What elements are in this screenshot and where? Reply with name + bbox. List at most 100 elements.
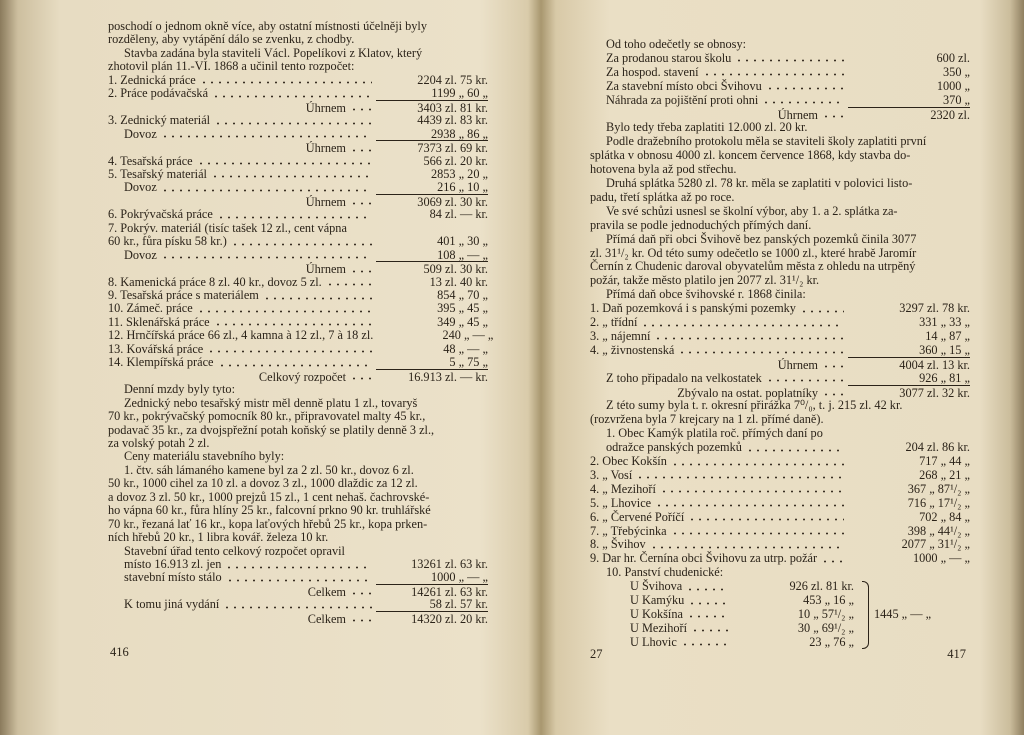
spacer bbox=[594, 115, 774, 118]
dot-leader bbox=[641, 323, 844, 327]
item-label: 3. Zednický materiál bbox=[108, 113, 211, 128]
dot-leader bbox=[350, 592, 372, 596]
line: U Kamýku 453 „ 16 „ bbox=[614, 593, 854, 607]
item-label: místo 16.913 zl. jen bbox=[124, 557, 222, 571]
item-amount: 566 zl. 20 kr. bbox=[423, 153, 488, 168]
dot-leader bbox=[214, 121, 372, 125]
line: Náhrada za pojištění proti ohni 370 „ bbox=[590, 93, 970, 107]
paragraph-start: 10. Panství chudenické: bbox=[606, 565, 724, 580]
text-line: 70 kr., řezaná lať 16 kr., kopa laťových… bbox=[108, 516, 428, 531]
sum-amount: 7373 zl. 69 kr. bbox=[376, 140, 488, 155]
item-label: Náhrada za pojištění proti ohni bbox=[606, 92, 759, 107]
line: 1. Daň pozemková i s panskými pozemky 329… bbox=[590, 301, 970, 315]
dot-leader bbox=[217, 363, 372, 367]
item-label: 5. „ Lhovice bbox=[590, 495, 652, 510]
line: místo 16.913 zl. jen 13261 zl. 63 kr. bbox=[108, 557, 488, 571]
line: Dovoz 2938 „ 86 „ bbox=[108, 127, 488, 141]
line: zl. 31¹/₂ kr. Od této sumy odečetlo se 1… bbox=[590, 246, 970, 260]
text-line: hotovena byla až pod střechu. bbox=[590, 162, 737, 177]
item-amount: 702 „ 84 „ bbox=[919, 509, 970, 524]
dot-leader bbox=[822, 365, 844, 369]
dot-leader bbox=[745, 448, 844, 452]
line: 5. „ Lhovice 716 „ 17¹/₂ „ bbox=[590, 496, 970, 510]
line: Přímá daň obce švihovské r. 1868 činila: bbox=[590, 287, 970, 301]
item-amount: 1000 „ — „ bbox=[912, 551, 970, 566]
item-amount: 84 zl. — kr. bbox=[429, 207, 488, 222]
dot-leader bbox=[821, 559, 844, 563]
line: Celkem 14320 zl. 20 kr. bbox=[108, 610, 488, 626]
item-label: Dovoz bbox=[124, 126, 157, 141]
item-amount: 13261 zl. 63 kr. bbox=[411, 557, 488, 571]
line: požár, takže město platilo jen 2077 zl. … bbox=[590, 273, 970, 287]
dot-leader bbox=[262, 296, 372, 300]
text-line: podavač 35 kr., za dvojspřežní potah koň… bbox=[108, 422, 435, 437]
sum-amount: 3077 zl. 32 kr. bbox=[848, 384, 970, 400]
item-label: U Kokšína bbox=[630, 606, 683, 621]
item-label: 4. „ Mezihoří bbox=[590, 481, 656, 496]
paragraph-start: Od toho odečetly se obnosy: bbox=[606, 37, 747, 51]
line: Podle dražebního protokolu měla se stavi… bbox=[590, 134, 970, 148]
line: 3. „ Vosí 268 „ 21 „ bbox=[590, 468, 970, 482]
spacer bbox=[112, 592, 304, 595]
folio: 27 bbox=[590, 647, 603, 661]
dot-leader bbox=[822, 115, 844, 118]
item-label: U Švihova bbox=[630, 579, 683, 594]
sum-label: Úhrnem bbox=[305, 100, 346, 115]
item-amount: 10 „ 57¹/₂ „ bbox=[797, 606, 854, 621]
sum-amount: 509 zl. 30 kr. bbox=[376, 261, 488, 276]
item-label: 1. Daň pozemková i s panskými pozemky bbox=[590, 301, 796, 316]
text-line: za volský potah 2 zl. bbox=[108, 435, 210, 450]
dot-leader bbox=[649, 545, 844, 549]
item-amount: 58 zl. 57 kr. bbox=[429, 597, 488, 612]
item-amount: 370 „ bbox=[943, 92, 970, 107]
line: 10. Panství chudenické: bbox=[590, 565, 970, 579]
dot-leader bbox=[350, 202, 372, 206]
sum-label: Úhrnem bbox=[305, 194, 346, 209]
dot-leader bbox=[196, 162, 372, 165]
dot-leader bbox=[765, 87, 844, 91]
sum-label: Úhrnem bbox=[305, 141, 346, 156]
text-line: pravila se podle jednoduchých přímých da… bbox=[590, 217, 812, 232]
item-label: 9. Dar hr. Černína obci Švihovu za utrp.… bbox=[590, 551, 818, 566]
spacer bbox=[112, 270, 302, 273]
dot-leader bbox=[350, 108, 372, 112]
line: 2. Práce podávačská 1199 „ 60 „ bbox=[108, 86, 488, 100]
text-line: (rozvržena byla 7 krejcary na 1 zl. přím… bbox=[590, 412, 824, 427]
text-line: rozděleny, aby vytápění dálo se zvenku, … bbox=[108, 32, 355, 47]
item-amount: 5 „ 75 „ bbox=[449, 355, 488, 370]
line: odražce panských pozemků 204 zl. 86 kr. bbox=[590, 440, 970, 454]
text-line: ho vápna 60 kr., fůra hlíny 25 kr., falc… bbox=[108, 503, 431, 518]
dot-leader bbox=[670, 462, 844, 466]
line: Za stavební místo obci Švihovu 1000 „ bbox=[590, 79, 970, 93]
brace bbox=[862, 581, 869, 649]
line: 6. Pokrývačská práce 84 zl. — kr. bbox=[108, 207, 488, 221]
item-label: 14. Klempířská práce bbox=[108, 355, 214, 370]
item-label: 10. Zámeč. práce bbox=[108, 301, 193, 316]
item-label: Za prodanou starou školu bbox=[606, 50, 732, 65]
dot-leader bbox=[325, 283, 372, 287]
line: Od toho odečetly se obnosy: bbox=[590, 37, 970, 51]
line: 9. Tesařská práce s materiálem 854 „ 70 „ bbox=[108, 288, 488, 302]
item-label: 9. Tesařská práce s materiálem bbox=[108, 288, 259, 302]
line: 12. Hrnčířská práce 66 zl., 4 kamna à 12… bbox=[108, 328, 493, 342]
dot-leader bbox=[196, 309, 372, 313]
item-amount: 331 „ 33 „ bbox=[919, 315, 970, 329]
line: stavební místo stálo 1000 „ — „ bbox=[108, 570, 488, 584]
item-amount: 48 „ — „ bbox=[443, 341, 488, 356]
paragraph-start: Ve své schůzi usnesl se školní výbor, ab… bbox=[606, 203, 898, 218]
item-amount: 2077 „ 31¹/₂ „ bbox=[901, 537, 970, 552]
dot-leader bbox=[223, 605, 372, 609]
line: Úhrnem 7373 zl. 69 kr. bbox=[108, 140, 488, 156]
item-amount: 716 „ 17¹/₂ „ bbox=[907, 495, 970, 510]
dot-leader bbox=[350, 377, 372, 381]
dot-leader bbox=[210, 175, 372, 179]
paragraph-start: Podle dražebního protokolu měla se stavi… bbox=[606, 134, 927, 149]
right-page: Od toho odečetly se obnosy: Za prodanou s… bbox=[590, 0, 970, 735]
line: a dovoz 3 zl. 50 kr., 1000 prejzů 15 zl.… bbox=[108, 490, 488, 504]
item-amount: 14 „ 87 „ bbox=[925, 328, 970, 343]
item-amount: 854 „ 70 „ bbox=[437, 288, 488, 302]
item-amount: 240 „ — „ bbox=[442, 328, 494, 343]
item-amount: 600 zl. bbox=[936, 50, 970, 65]
line: U Kokšína 10 „ 57¹/₂ „ bbox=[614, 607, 854, 621]
paragraph-start: Ceny materiálu stavebního byly: bbox=[124, 449, 285, 464]
